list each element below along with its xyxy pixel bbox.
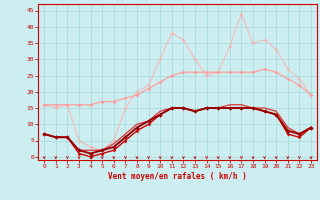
X-axis label: Vent moyen/en rafales ( km/h ): Vent moyen/en rafales ( km/h ) — [108, 172, 247, 181]
